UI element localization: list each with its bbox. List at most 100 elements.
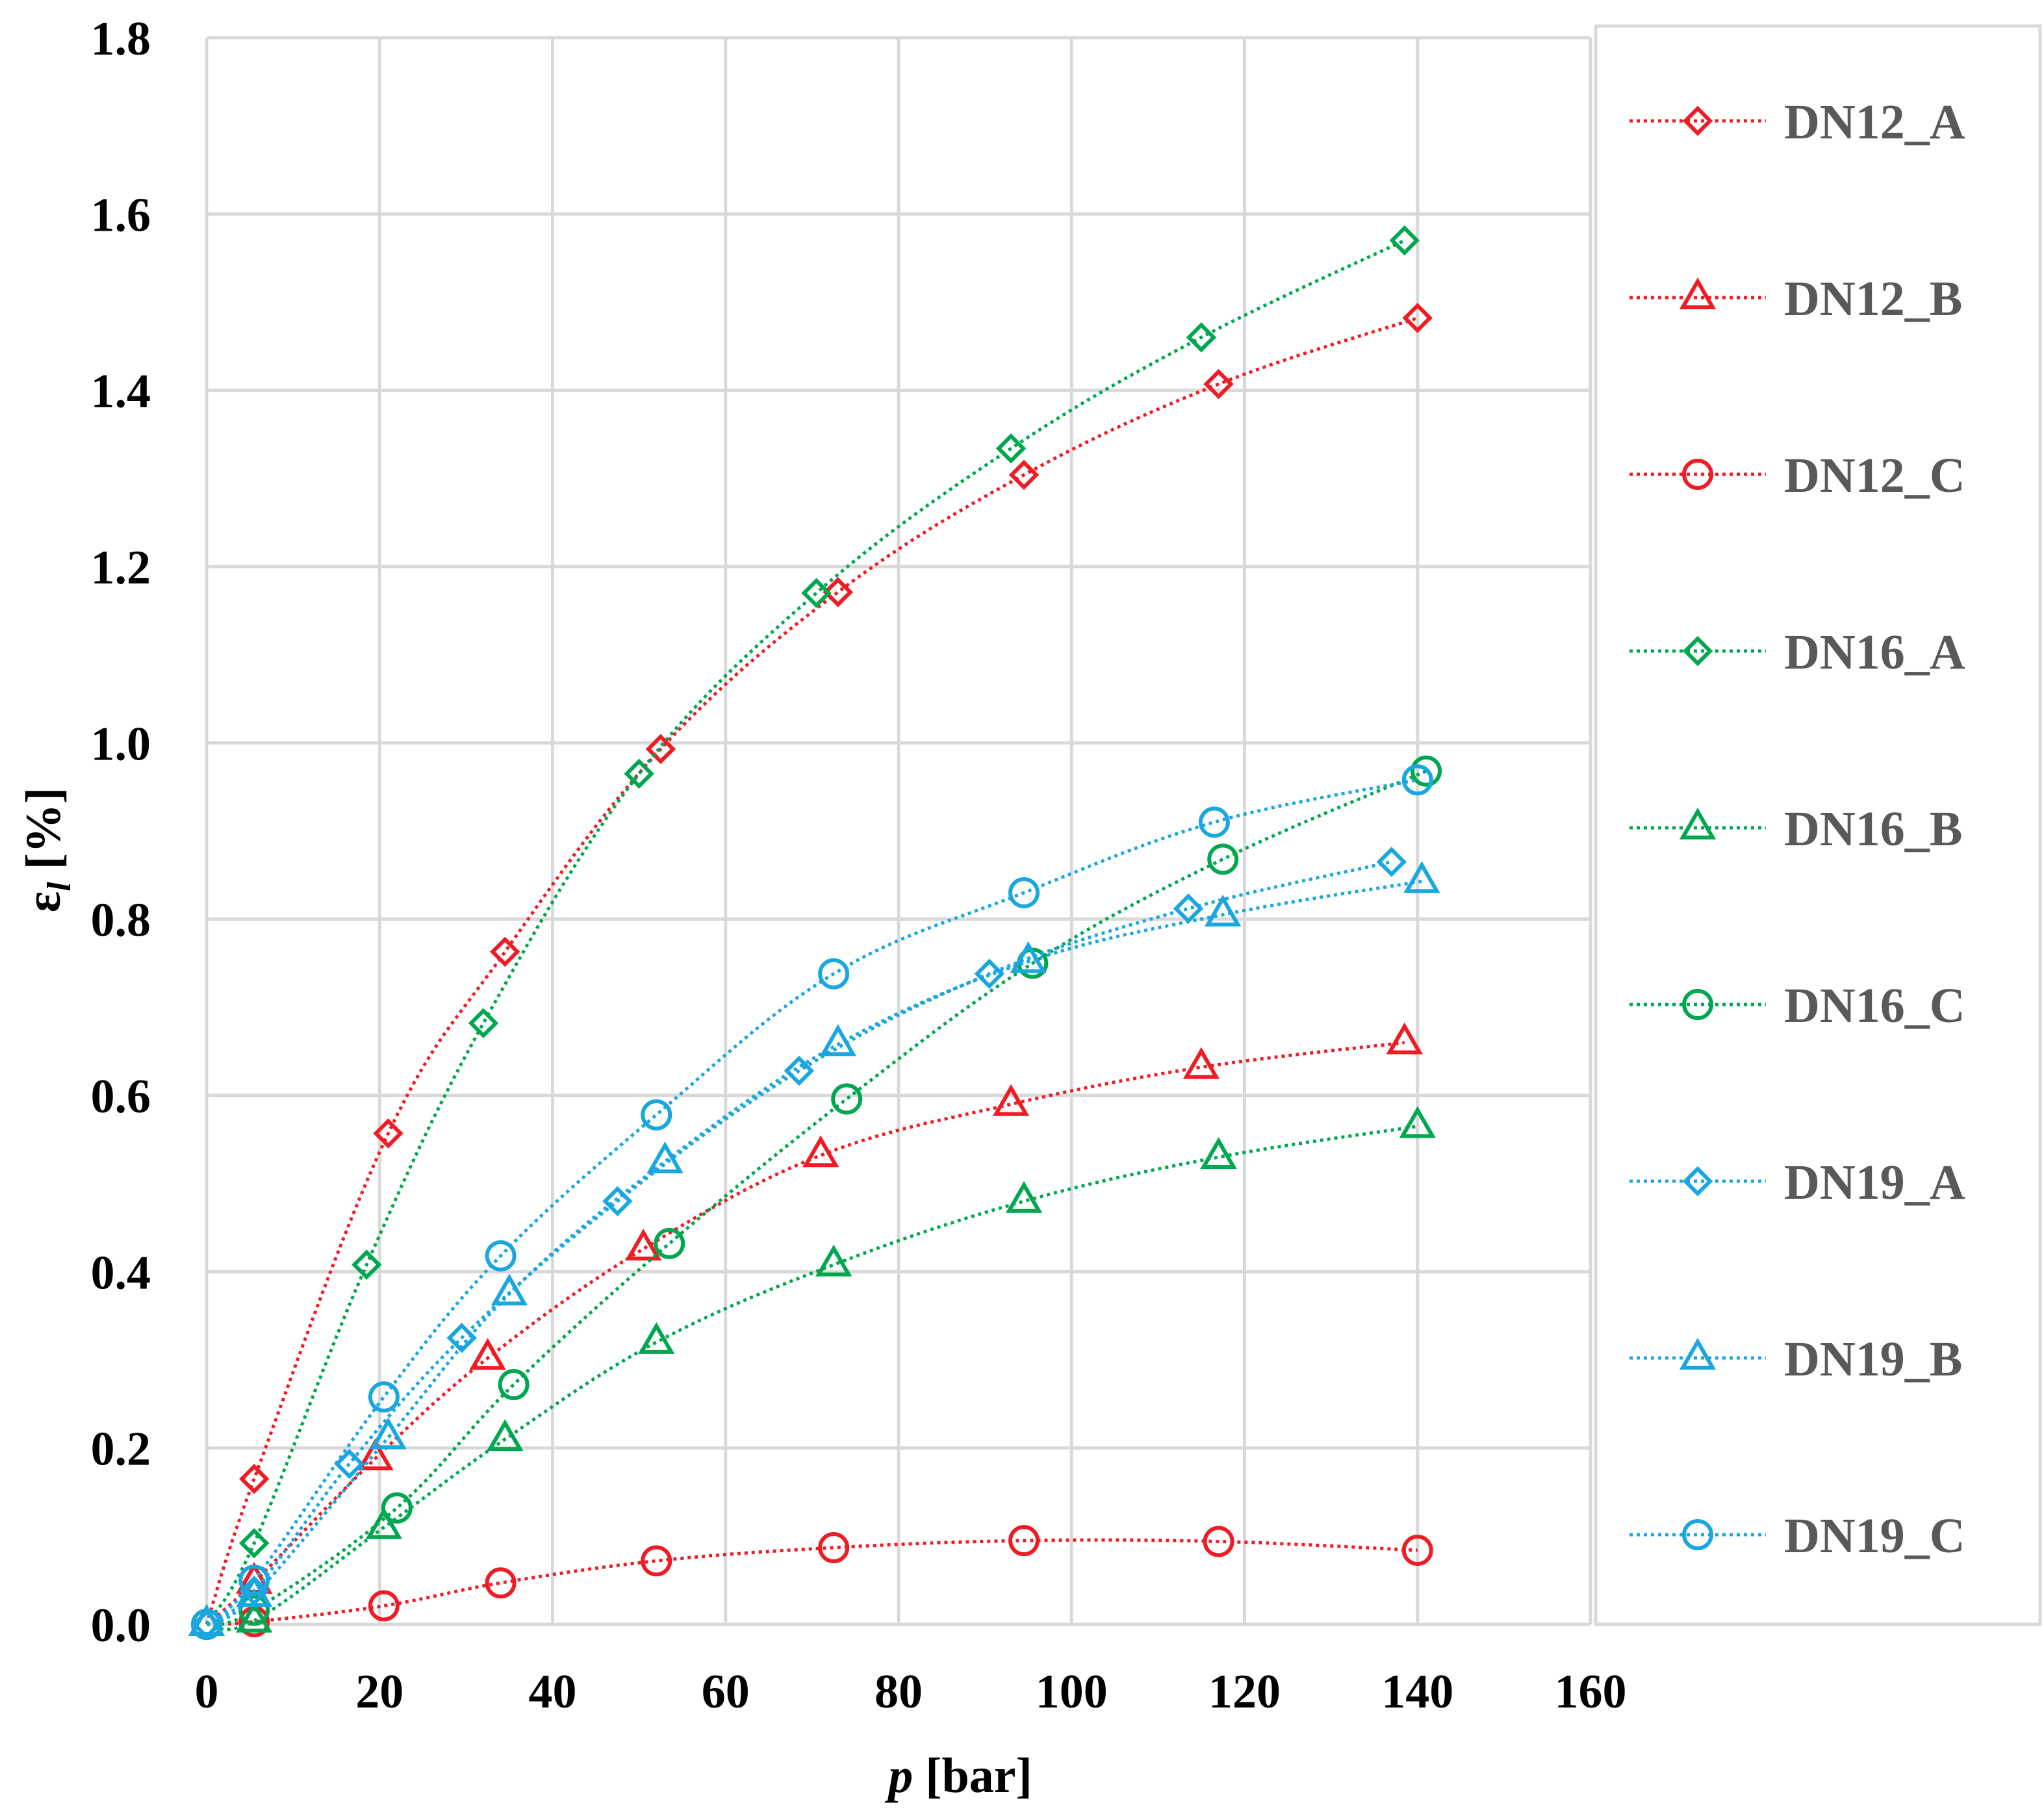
data-point-dn12-a: [823, 577, 854, 607]
data-point-dn12-c: [1401, 1535, 1433, 1567]
legend-label: DN19_B: [1784, 1332, 1962, 1387]
y-tick-label: 1.4: [91, 365, 151, 418]
y-tick-label: 0.6: [91, 1070, 151, 1123]
data-point-dn16-a: [238, 1528, 270, 1559]
data-point-dn16-c: [654, 1227, 685, 1259]
data-point-dn16-c: [381, 1492, 413, 1524]
data-point-dn12-a: [1402, 303, 1433, 333]
y-tick-label: 1.0: [91, 717, 151, 771]
series-line-dn16-c: [206, 769, 1427, 1626]
data-point-dn16-a: [468, 1008, 499, 1038]
data-point-dn19-c: [238, 1565, 270, 1596]
legend-marker: [1682, 105, 1713, 136]
data-point-dn19-b: [491, 1273, 528, 1306]
series-line-dn12-c: [206, 1538, 1418, 1626]
data-point-dn16-c: [498, 1368, 530, 1400]
data-point-dn19-a: [446, 1322, 477, 1353]
legend-marker: [1679, 277, 1717, 309]
data-point-dn12-c: [368, 1590, 400, 1622]
x-axis-var: p: [884, 1748, 913, 1803]
legend-marker: [1682, 1166, 1713, 1197]
data-point-dn16-b: [1399, 1106, 1436, 1138]
data-point-dn12-b: [625, 1229, 662, 1261]
legend-item-dn12-b: DN12_B: [1629, 272, 1962, 326]
legend-marker: [1679, 807, 1717, 839]
data-point-dn12-c: [641, 1545, 672, 1577]
y-tick-label: 0.0: [91, 1599, 151, 1652]
x-axis-unit: [bar]: [925, 1748, 1032, 1803]
data-point-dn16-a: [801, 578, 832, 608]
data-point-dn16-a: [624, 758, 654, 789]
legend-item-dn19-c: DN19_C: [1629, 1509, 1965, 1563]
legend-label: DN12_C: [1784, 448, 1965, 503]
y-axis-var: ε: [16, 891, 71, 912]
data-point-dn12-b: [802, 1135, 839, 1168]
x-tick-label: 60: [702, 1665, 750, 1719]
data-point-dn16-a: [351, 1249, 382, 1280]
data-point-dn19-b: [1205, 894, 1242, 927]
data-point-dn12-a: [1008, 459, 1040, 491]
data-point-dn19-c: [191, 1609, 222, 1640]
data-point-dn19-c: [485, 1240, 517, 1272]
y-axis-gap: [16, 869, 71, 882]
data-point-dn16-b: [1005, 1181, 1043, 1213]
data-point-dn19-a: [602, 1186, 633, 1217]
data-point-dn19-a: [1376, 847, 1407, 877]
data-point-dn12-b: [1182, 1047, 1220, 1079]
data-point-dn16-c: [1411, 755, 1442, 787]
series-line-dn19-b: [205, 879, 1422, 1626]
series-line-dn19-a: [205, 860, 1392, 1626]
legend-marker: [1682, 459, 1713, 490]
legend-label: DN16_A: [1784, 625, 1965, 680]
series-dn19-c: [191, 764, 1433, 1640]
data-point-dn19-b: [1403, 861, 1440, 893]
legend-box: [1594, 24, 2042, 1626]
data-series: [188, 225, 1442, 1640]
series-line-dn16-a: [205, 238, 1405, 1626]
data-point-dn19-c: [1198, 806, 1230, 838]
data-point-dn12-b: [1386, 1022, 1423, 1055]
data-point-dn12-b: [357, 1438, 394, 1470]
x-tick-label: 140: [1381, 1665, 1453, 1719]
y-axis-unit: [%]: [16, 787, 71, 870]
axes: [205, 38, 1590, 1626]
data-point-dn12-b: [469, 1338, 506, 1370]
data-point-dn12-c: [1008, 1525, 1040, 1557]
x-tick-label: 0: [195, 1665, 219, 1719]
data-point-dn19-c: [818, 958, 850, 990]
legend-item-dn16-c: DN16_C: [1629, 978, 1965, 1033]
x-tick-label: 80: [875, 1665, 923, 1719]
x-tick-label: 160: [1555, 1665, 1627, 1719]
data-point-dn19-a: [334, 1448, 364, 1479]
data-point-dn19-b: [1010, 941, 1047, 973]
x-axis-gap: [913, 1748, 925, 1803]
data-point-dn19-c: [1401, 764, 1433, 796]
data-point-dn12-a: [490, 936, 520, 967]
legend-item-dn19-a: DN19_A: [1629, 1155, 1965, 1210]
legend-label: DN19_A: [1784, 1155, 1965, 1210]
data-point-dn12-b: [992, 1084, 1030, 1116]
legend-marker: [1682, 989, 1713, 1020]
y-axis-subscript: l: [41, 882, 78, 891]
data-point-dn19-c: [1008, 876, 1040, 908]
legend-marker: [1682, 635, 1713, 667]
data-point-dn16-c: [1207, 843, 1239, 875]
data-point-dn12-a: [1203, 368, 1234, 400]
y-tick-label: 0.4: [91, 1246, 151, 1299]
data-point-dn19-a: [784, 1055, 815, 1086]
data-point-dn12-a: [238, 1463, 270, 1494]
data-point-dn16-b: [815, 1244, 852, 1277]
series-line-dn12-b: [205, 1041, 1405, 1626]
data-point-dn19-c: [368, 1381, 400, 1413]
y-tick-label: 1.6: [91, 188, 151, 242]
data-point-dn16-b: [487, 1419, 524, 1452]
data-point-dn19-a: [974, 958, 1005, 990]
series-dn12-c: [191, 1525, 1433, 1640]
data-point-dn19-b: [370, 1417, 407, 1450]
data-point-dn16-a: [1389, 225, 1420, 256]
data-point-dn16-c: [831, 1083, 863, 1115]
x-axis-title: p [bar]: [884, 1748, 1032, 1803]
legend-label: DN16_B: [1784, 802, 1962, 856]
data-point-dn12-a: [645, 734, 676, 765]
